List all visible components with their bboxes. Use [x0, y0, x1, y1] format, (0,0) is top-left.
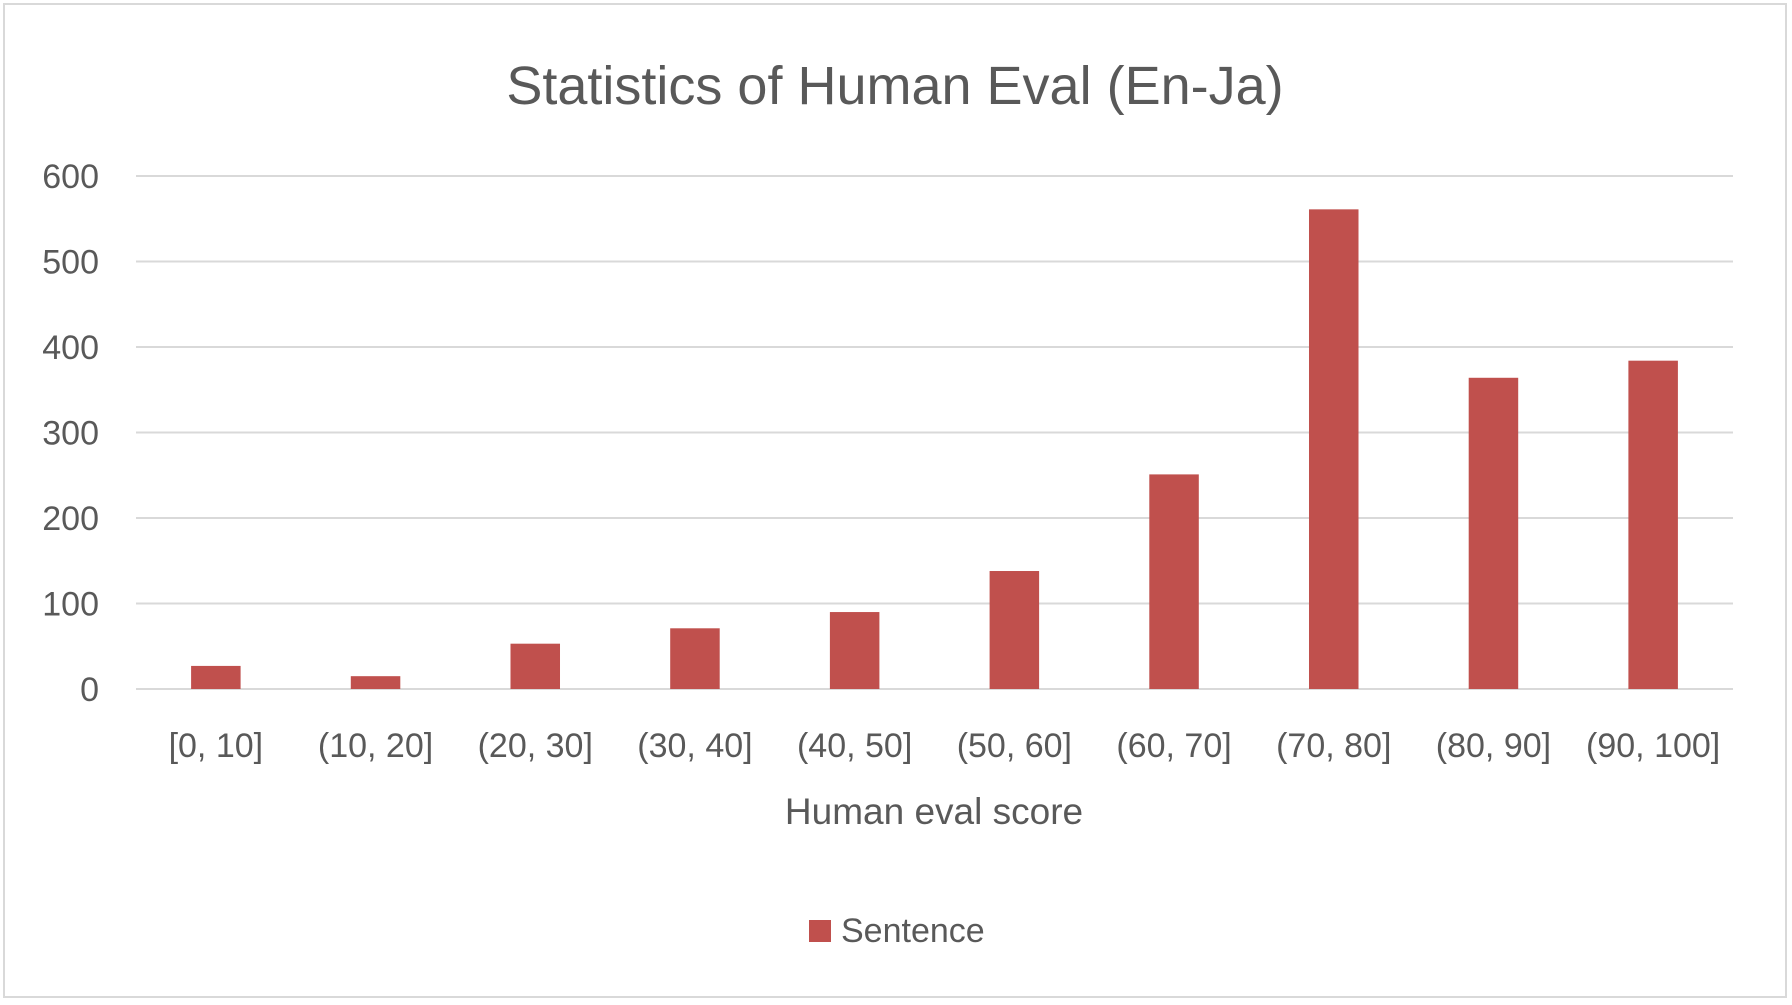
- y-tick-label: 400: [42, 329, 99, 367]
- y-tick-label: 500: [42, 244, 99, 282]
- x-tick-label: (60, 70]: [1116, 727, 1231, 765]
- x-tick-label: (50, 60]: [957, 727, 1072, 765]
- y-tick-label: 600: [42, 158, 99, 196]
- bar: [191, 665, 241, 689]
- bar: [350, 676, 401, 689]
- chart-title: Statistics of Human Eval (En-Ja): [506, 56, 1283, 116]
- y-axis-ticks: 0 100 200 300 400 500 600: [42, 158, 99, 709]
- bar: [510, 643, 561, 689]
- gridlines: [136, 175, 1733, 690]
- bar: [989, 571, 1040, 689]
- bars: [191, 209, 1678, 689]
- legend-swatch: [809, 920, 831, 942]
- x-tick-label: (70, 80]: [1276, 727, 1391, 765]
- y-tick-label: 100: [42, 586, 99, 624]
- y-tick-label: 200: [42, 500, 99, 538]
- x-tick-label: (20, 30]: [478, 727, 593, 765]
- bar: [1468, 377, 1519, 689]
- x-axis-title: Human eval score: [785, 791, 1083, 832]
- x-tick-label: (30, 40]: [637, 727, 752, 765]
- x-tick-label: (40, 50]: [797, 727, 912, 765]
- bar: [670, 628, 720, 689]
- chart-frame: Statistics of Human Eval (En-Ja) 0 100 200…: [3, 3, 1787, 998]
- bar: [1149, 474, 1199, 689]
- bar: [829, 612, 880, 689]
- x-tick-label: [0, 10]: [169, 727, 264, 765]
- y-tick-label: 0: [80, 671, 99, 709]
- x-axis-ticks: [0, 10] (10, 20] (20, 30] (30, 40] (40, 50] (…: [169, 727, 1721, 765]
- legend-label: Sentence: [841, 912, 985, 950]
- bar-chart: Statistics of Human Eval (En-Ja) 0 100 200…: [42, 56, 1733, 950]
- legend: Sentence: [809, 912, 985, 950]
- y-tick-label: 300: [42, 415, 99, 453]
- x-tick-label: (90, 100]: [1586, 727, 1720, 765]
- bar: [1308, 209, 1359, 689]
- bar: [1628, 360, 1678, 689]
- x-tick-label: (80, 90]: [1436, 727, 1551, 765]
- x-tick-label: (10, 20]: [318, 727, 433, 765]
